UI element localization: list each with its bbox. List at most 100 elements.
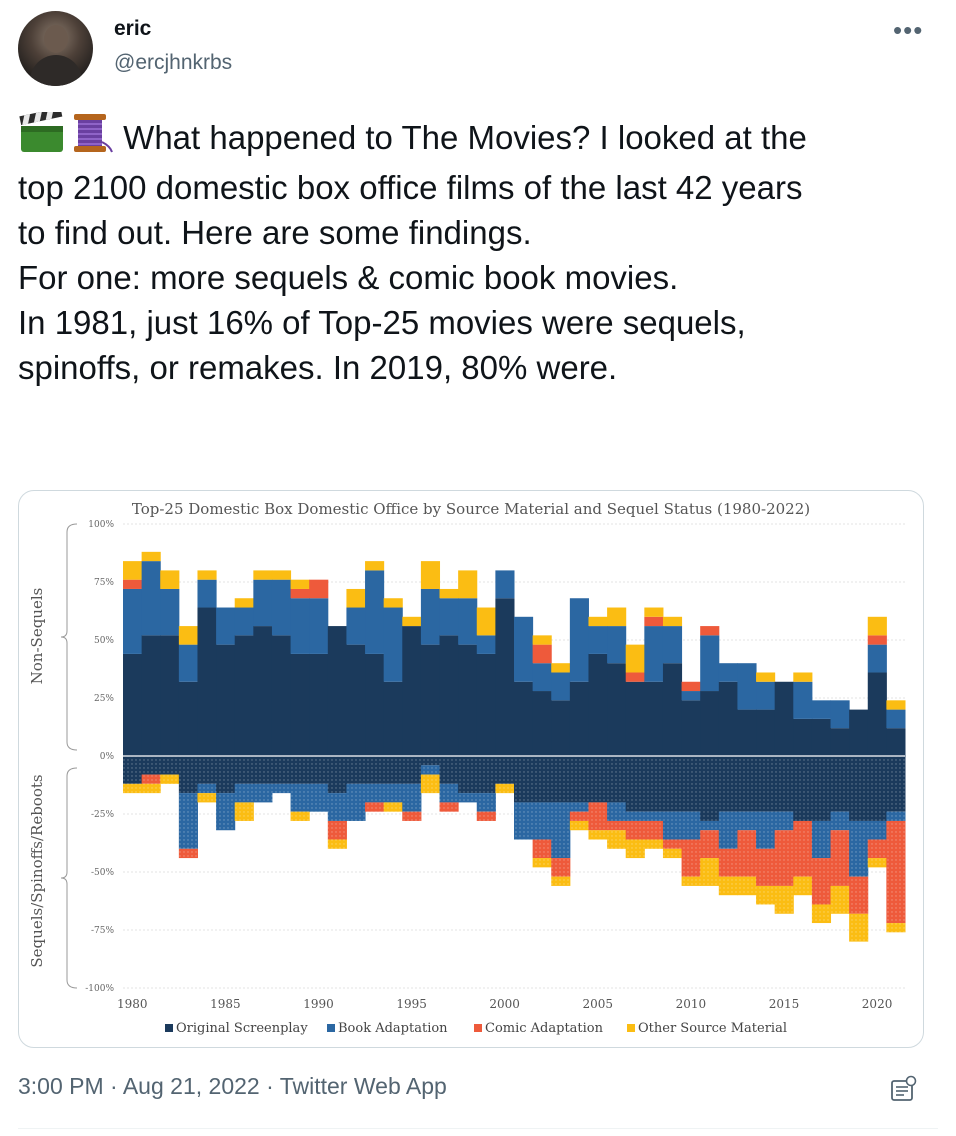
bar-sequel-texture <box>383 783 403 803</box>
bar-non-sequel-original <box>700 691 720 756</box>
bar-non-sequel-original <box>197 607 217 756</box>
bar-non-sequel-book <box>886 709 906 729</box>
view-analytics-icon[interactable] <box>889 1075 919 1108</box>
bar-non-sequel-book <box>234 607 254 636</box>
bar-sequel-texture <box>216 793 236 831</box>
bar-sequel-texture <box>662 756 683 812</box>
bar-sequel-texture <box>849 913 869 942</box>
bar-sequel-texture <box>886 811 906 821</box>
x-tick-label: 2010 <box>676 997 707 1011</box>
tweet-time[interactable]: 3:00 PM <box>18 1073 104 1099</box>
bar-non-sequel-original <box>495 598 515 756</box>
legend-label: Comic Adaptation <box>485 1021 604 1036</box>
bar-sequel-texture <box>290 811 310 821</box>
legend-label: Book Adaptation <box>338 1021 448 1036</box>
tweet-source[interactable]: Twitter Web App <box>279 1073 447 1099</box>
chart-image[interactable]: Top-25 Domestic Box Domestic Office by S… <box>18 490 924 1048</box>
bar-sequel-texture <box>625 811 645 821</box>
bar-sequel-texture <box>290 756 310 784</box>
bar-non-sequel-original <box>253 626 273 756</box>
bar-sequel-texture <box>141 774 161 784</box>
bar-non-sequel-book <box>662 626 683 664</box>
avatar[interactable] <box>18 11 93 86</box>
bar-non-sequel-other <box>123 561 143 580</box>
bar-sequel-texture <box>327 839 347 849</box>
bar-non-sequel-book <box>383 607 403 682</box>
bar-sequel-texture <box>830 885 850 914</box>
bar-non-sequel-original <box>327 626 347 756</box>
bar-non-sequel-other <box>253 570 273 580</box>
y-tick-label: 100% <box>88 520 114 530</box>
bar-non-sequel-original <box>718 681 738 756</box>
bar-sequel-texture <box>551 756 571 803</box>
more-options-icon[interactable]: ••• <box>893 15 924 45</box>
bar-non-sequel-book <box>793 681 813 719</box>
bar-non-sequel-original <box>439 635 459 756</box>
thread-spool-icon <box>66 112 114 165</box>
bar-sequel-texture <box>123 756 143 784</box>
bar-sequel-texture <box>271 783 292 794</box>
bar-non-sequel-book <box>588 626 608 654</box>
y-axis: 100% 75% 50% 25% 0% -25% -50% -75% -100% <box>85 520 114 994</box>
tweet-line-7: In 1981, just 16% of Top-25 movies were … <box>18 304 746 341</box>
y-tick-label: 50% <box>94 636 114 646</box>
bar-sequel-texture <box>123 783 143 794</box>
bar-sequel-texture <box>718 848 738 877</box>
bar-non-sequel-original <box>830 728 850 756</box>
bar-sequel-texture <box>588 756 608 803</box>
tweet-line-1: What happened to The Movies? I looked at… <box>18 107 928 165</box>
bar-sequel-texture <box>476 756 496 794</box>
bar-non-sequel-original <box>402 626 422 756</box>
bar-sequel-texture <box>569 820 589 831</box>
group-bracket <box>60 767 78 989</box>
bar-non-sequel-other <box>476 607 496 636</box>
bar-non-sequel-other <box>197 570 217 580</box>
bar-sequel-texture <box>197 756 217 784</box>
bar-non-sequel-other <box>383 598 403 608</box>
bar-sequel-texture <box>700 858 720 886</box>
bar-sequel-texture <box>830 830 850 886</box>
bar-sequel-texture <box>737 756 757 812</box>
bar-sequel-texture <box>662 848 683 859</box>
bar-sequel-texture <box>532 839 552 859</box>
bar-sequel-texture <box>197 783 217 794</box>
bar-non-sequel-original <box>569 681 589 756</box>
bar-sequel-texture <box>886 820 906 924</box>
bar-non-sequel-book <box>346 607 366 645</box>
bar-non-sequel-comic <box>644 616 664 627</box>
y-tick-label: 0% <box>100 752 115 762</box>
bar-sequel-texture <box>756 885 776 905</box>
bar-sequel-texture <box>346 783 366 821</box>
bar-sequel-texture <box>365 802 385 812</box>
bar-sequel-texture <box>458 756 478 794</box>
bar-sequel-texture <box>458 793 478 803</box>
bar-non-sequel-book <box>495 570 515 599</box>
bar-sequel-texture <box>625 820 645 840</box>
bar-sequel-texture <box>141 756 161 775</box>
meta-separator: · <box>266 1073 274 1099</box>
bar-sequel-texture <box>756 811 776 849</box>
bar-non-sequel-book <box>607 626 627 664</box>
bar-sequel-texture <box>141 783 161 794</box>
bar-sequel-texture <box>495 783 515 794</box>
bar-non-sequel-original <box>234 635 254 756</box>
bar-non-sequel-other <box>625 644 645 673</box>
bar-sequel-texture <box>700 756 720 821</box>
bar-sequel-texture <box>737 830 757 877</box>
author-handle[interactable]: @ercjhnkrbs <box>114 51 233 74</box>
tweet-date[interactable]: Aug 21, 2022 <box>122 1073 260 1099</box>
bar-sequel-texture <box>365 783 385 803</box>
bar-sequel-texture <box>420 756 441 766</box>
bar-non-sequel-book <box>718 663 738 682</box>
bar-non-sequel-other <box>365 561 385 571</box>
bar-non-sequel-original <box>867 672 887 756</box>
bar-non-sequel-book <box>253 579 273 627</box>
bar-sequel-texture <box>178 848 198 859</box>
avatar-head <box>44 25 68 53</box>
bars <box>123 551 906 942</box>
bar-sequel-texture <box>886 756 906 812</box>
author-name[interactable]: eric <box>114 17 152 40</box>
bar-non-sequel-comic <box>681 681 701 692</box>
bar-non-sequel-comic <box>123 579 143 589</box>
legend-label: Original Screenplay <box>176 1021 308 1036</box>
